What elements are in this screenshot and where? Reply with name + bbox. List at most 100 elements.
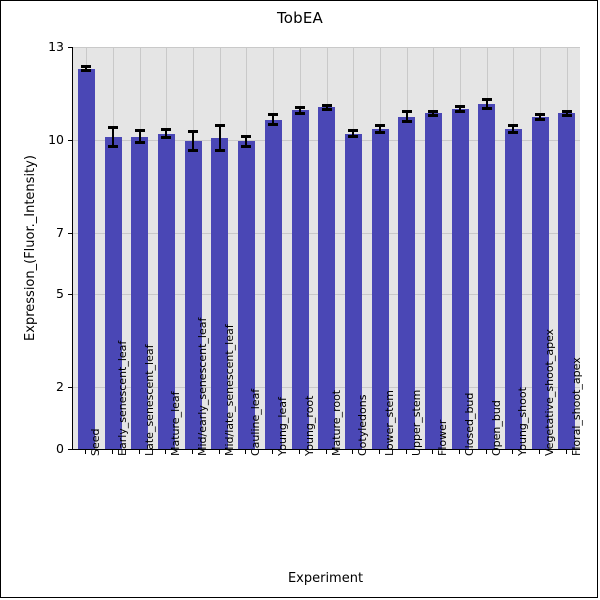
error-bar-cap-upper — [161, 128, 171, 131]
x-tick-mark — [139, 450, 140, 454]
bar[interactable] — [398, 117, 415, 449]
error-bar-line — [352, 129, 354, 138]
x-tick-label: Young_root — [303, 395, 316, 456]
x-tick-label: Mature_root — [330, 389, 343, 456]
x-axis-label: Experiment — [287, 571, 364, 586]
x-tick-label: Floral_shoot_apex — [570, 357, 583, 456]
error-bar-line — [112, 126, 114, 148]
error-bar-cap-upper — [348, 129, 358, 132]
error-bar-cap-upper — [482, 98, 492, 101]
error-bar-cap-lower — [215, 149, 225, 152]
x-tick-label: Early_senescent_leaf — [116, 340, 129, 456]
x-tick-label: Closed_bud — [463, 392, 476, 456]
error-bar-line — [539, 113, 541, 121]
error-bar-cap-upper — [535, 113, 545, 116]
x-tick-label: Young_leaf — [276, 397, 289, 456]
x-tick-label: Cauline_leaf — [249, 388, 262, 456]
bar[interactable] — [532, 117, 549, 449]
error-bar-cap-lower — [268, 123, 278, 126]
error-bar-cap-upper — [215, 124, 225, 127]
bar[interactable] — [452, 109, 469, 449]
x-tick-mark — [406, 450, 407, 454]
error-bar-cap-upper — [241, 135, 251, 138]
bar[interactable] — [505, 129, 522, 449]
error-bar-line — [272, 113, 274, 125]
error-bar-cap-upper — [188, 130, 198, 133]
error-bar-cap-upper — [375, 124, 385, 127]
x-tick-label: Late_senescent_leaf — [143, 344, 156, 456]
error-bar-cap-upper — [508, 124, 518, 127]
x-tick-label: Flower — [436, 419, 449, 456]
error-bar-cap-lower — [161, 136, 171, 139]
error-bar-line — [512, 124, 514, 133]
x-tick-mark — [566, 450, 567, 454]
plot-area — [72, 47, 580, 450]
bar[interactable] — [318, 107, 335, 449]
error-bar-cap-lower — [135, 141, 145, 144]
x-tick-mark — [112, 450, 113, 454]
error-bar-cap-lower — [241, 145, 251, 148]
bar[interactable] — [558, 113, 575, 449]
gridline-y-13 — [73, 47, 580, 48]
error-bar-line — [299, 106, 301, 115]
error-bar-cap-lower — [375, 131, 385, 134]
error-bar-line — [326, 104, 328, 111]
error-bar-cap-lower — [482, 107, 492, 110]
error-bar-cap-upper — [455, 105, 465, 108]
error-bar-cap-lower — [402, 120, 412, 123]
error-bar-line — [566, 110, 568, 117]
error-bar-line — [245, 135, 247, 147]
error-bar-cap-upper — [268, 113, 278, 116]
error-bar-cap-lower — [535, 118, 545, 121]
x-tick-mark — [486, 450, 487, 454]
error-bar-cap-upper — [295, 106, 305, 109]
bar[interactable] — [238, 141, 255, 449]
bar[interactable] — [185, 141, 202, 449]
error-bar-cap-lower — [295, 112, 305, 115]
error-bar-cap-upper — [562, 110, 572, 113]
bar[interactable] — [265, 120, 282, 449]
x-tick-mark — [352, 450, 353, 454]
error-bar-line — [85, 65, 87, 72]
bar[interactable] — [345, 134, 362, 449]
error-bar-cap-upper — [428, 110, 438, 113]
x-tick-label: Mid/late_senescent_leaf — [223, 324, 236, 456]
x-tick-mark — [432, 450, 433, 454]
x-tick-mark — [85, 450, 86, 454]
error-bar-line — [379, 124, 381, 133]
x-tick-label: Seed — [89, 428, 102, 457]
error-bar-cap-lower — [428, 114, 438, 117]
x-tick-mark — [379, 450, 380, 454]
x-tick-label: Cotyledons — [356, 394, 369, 456]
bar[interactable] — [372, 129, 389, 449]
error-bar-cap-lower — [508, 131, 518, 134]
bar[interactable] — [105, 137, 122, 449]
bar[interactable] — [425, 113, 442, 449]
x-tick-mark — [459, 450, 460, 454]
x-tick-label: Vegetative_shoot_apex — [543, 328, 556, 456]
error-bar-cap-lower — [322, 108, 332, 111]
error-bar-line — [406, 110, 408, 122]
x-tick-label: Open_bud — [490, 400, 503, 456]
error-bar-cap-lower — [562, 114, 572, 117]
error-bar-cap-upper — [108, 126, 118, 129]
bar[interactable] — [78, 69, 95, 449]
bar[interactable] — [211, 138, 228, 449]
bar[interactable] — [292, 110, 309, 449]
error-bar-cap-lower — [81, 69, 91, 72]
bar[interactable] — [131, 137, 148, 449]
x-tick-mark — [512, 450, 513, 454]
bar[interactable] — [158, 134, 175, 449]
error-bar-line — [432, 110, 434, 117]
y-axis-label: Expression_(Fluor._Intensity) — [23, 155, 38, 341]
error-bar-cap-upper — [322, 104, 332, 107]
x-tick-label: Lower_stem — [383, 390, 396, 456]
x-tick-label: Mature_leaf — [169, 391, 182, 456]
error-bar-cap-upper — [135, 129, 145, 132]
error-bar-line — [139, 129, 141, 144]
x-tick-mark — [326, 450, 327, 454]
x-tick-label: Mid/early_senescent_leaf — [196, 317, 209, 456]
bar[interactable] — [478, 104, 495, 449]
error-bar-cap-lower — [455, 110, 465, 113]
